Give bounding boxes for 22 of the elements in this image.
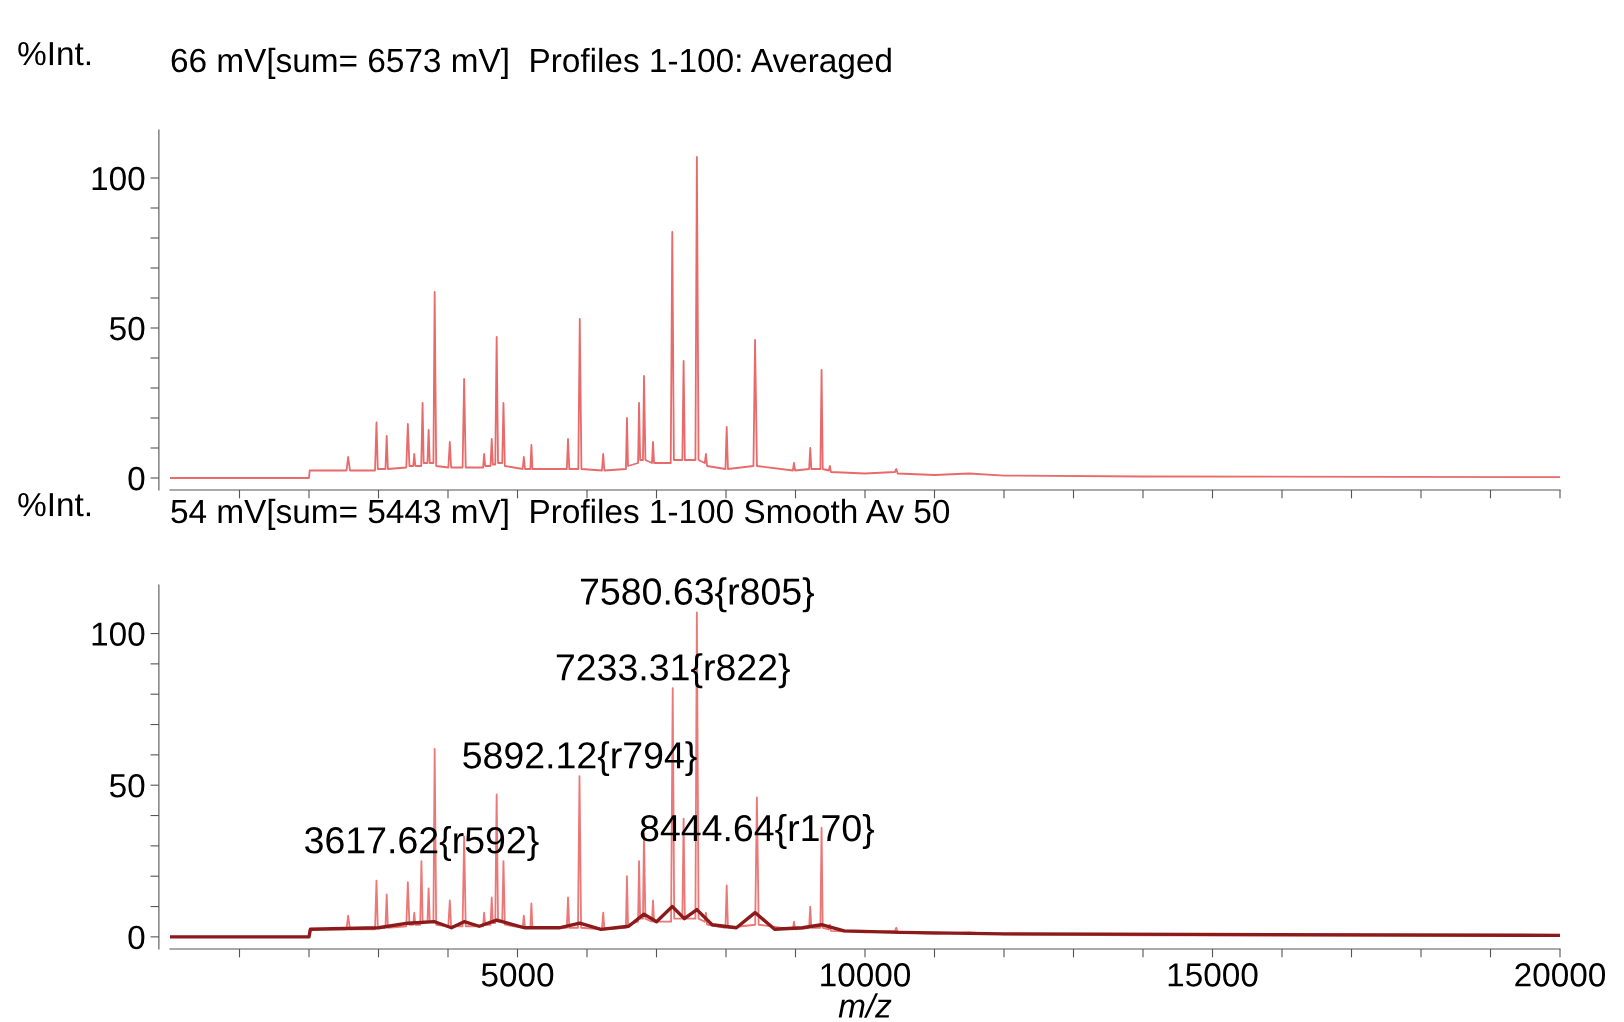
annotation: 5892.12{r794}	[463, 741, 697, 777]
y-tick-label: 0	[128, 925, 145, 950]
annotation: 8444.64{r170}	[640, 813, 875, 849]
annotation: 7580.63{r805}	[580, 577, 815, 613]
annotation: 3617.62{r592}	[305, 826, 539, 862]
y-tick-label: 50	[109, 774, 145, 798]
chart-title: 66 mV[sum= 6573 mV] Profiles 1-100: Averaged	[171, 47, 891, 79]
x-tick-label: 5000	[481, 963, 554, 987]
chart-title: 54 mV[sum= 5443 mV] Profiles 1-100 Smooth Av 50	[171, 498, 950, 530]
x-tick-label: 20000	[1515, 963, 1606, 987]
x-tick-label: 15000	[1168, 963, 1258, 987]
line-series	[170, 156, 1560, 479]
x-axis-title: m/z	[838, 993, 892, 1018]
y-axis-title: %Int.	[18, 492, 91, 517]
y-axis-title: %Int.	[18, 41, 91, 66]
line-series	[170, 904, 1560, 939]
x-tick-label: 10000	[821, 963, 911, 987]
y-tick-label: 100	[92, 166, 145, 191]
annotation: 7233.31{r822}	[556, 653, 790, 689]
y-tick-label: 0	[128, 466, 145, 491]
y-tick-label: 100	[92, 622, 145, 646]
y-tick-label: 50	[109, 316, 145, 341]
